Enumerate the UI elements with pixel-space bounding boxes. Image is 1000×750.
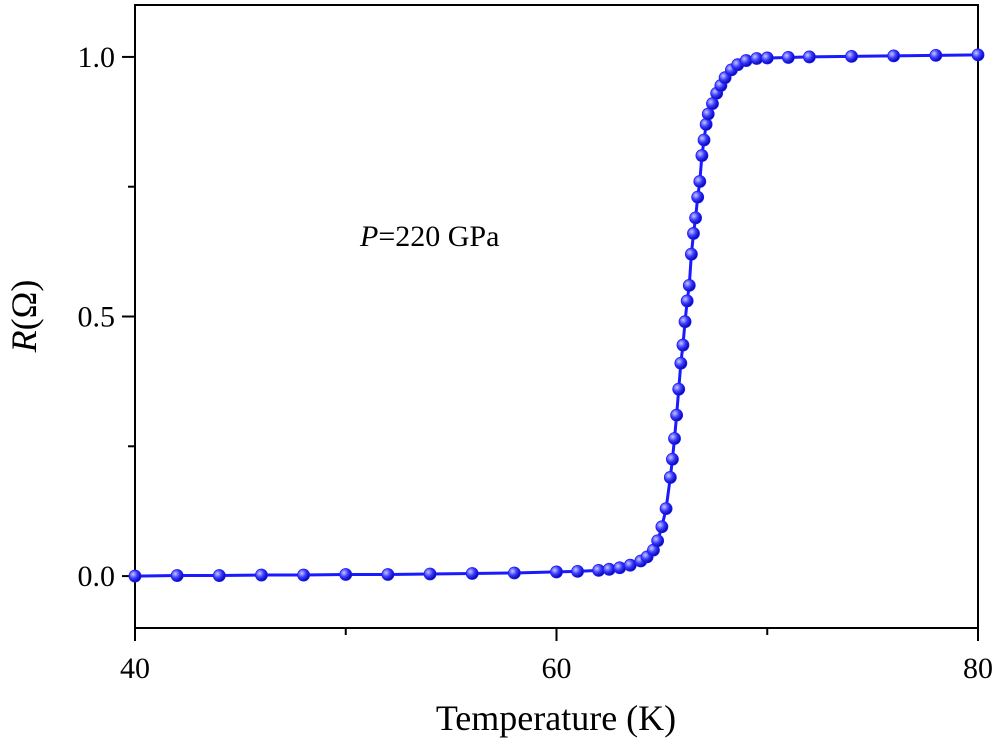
data-point [682, 278, 696, 292]
data-point [128, 569, 142, 583]
y-tick-label: 1.0 [78, 41, 116, 74]
data-point [781, 51, 795, 64]
data-line [134, 53, 979, 578]
data-point [659, 502, 673, 515]
data-point [339, 568, 353, 581]
plot-frame [134, 4, 979, 629]
data-point [803, 50, 816, 64]
data-point [760, 51, 774, 65]
data-point [571, 565, 584, 578]
data-point [212, 569, 226, 582]
y-axis-title-unit: (Ω) [4, 280, 44, 331]
data-point [423, 567, 437, 581]
y-tick-label: 0.5 [78, 301, 116, 334]
data-point [693, 175, 707, 188]
data-point [674, 356, 688, 370]
data-point [381, 568, 395, 581]
data-point [592, 563, 606, 577]
data-point [297, 568, 311, 582]
data-point [676, 338, 690, 352]
data-point [668, 432, 681, 445]
data-point [684, 247, 698, 261]
data-point [697, 133, 711, 147]
annotation-text: =220 GPa [378, 220, 499, 253]
data-point [613, 561, 627, 575]
data-point [670, 408, 684, 422]
data-point [687, 227, 700, 240]
x-axis-title: Temperature (K) [436, 698, 676, 738]
y-axis-title-var: R [4, 330, 44, 353]
x-tick-label: 60 [542, 652, 572, 685]
y-axis-title: R(Ω) [4, 280, 44, 354]
data-point [887, 49, 901, 63]
annotation: P=220 GPa [359, 220, 499, 253]
data-point [691, 190, 705, 204]
data-point [602, 562, 616, 576]
data-point [739, 54, 753, 67]
data-point [929, 48, 943, 62]
annotation-var: P [359, 220, 378, 253]
data-point [695, 149, 709, 162]
data-point [465, 567, 479, 580]
data-point [699, 118, 713, 131]
data-point [689, 211, 702, 225]
data-point [663, 471, 677, 484]
data-point [255, 568, 268, 582]
data-point [550, 565, 563, 579]
x-tick-label: 40 [120, 652, 150, 685]
data-point [680, 294, 694, 308]
data-point [666, 452, 679, 466]
data-point [170, 569, 184, 582]
y-tick-label: 0.0 [78, 560, 116, 593]
data-point [507, 566, 521, 580]
x-tick-label: 80 [963, 652, 993, 685]
data-point [845, 49, 858, 63]
data-point [651, 534, 665, 548]
data-point [678, 315, 692, 329]
data-point [655, 520, 669, 534]
data-point [971, 48, 985, 62]
data-point [672, 382, 686, 396]
